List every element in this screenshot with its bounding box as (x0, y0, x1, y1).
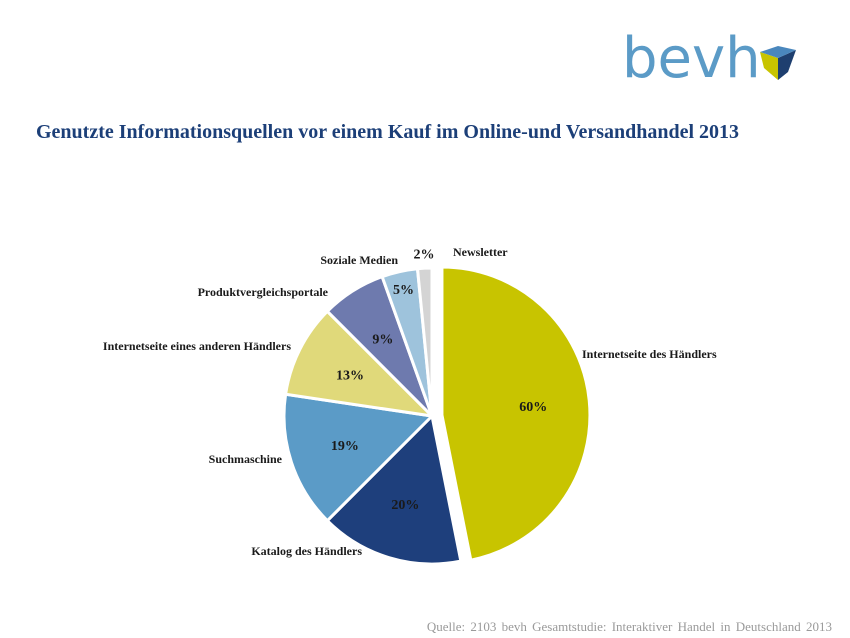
slice-percent-label: 19% (331, 439, 359, 454)
slice-percent-label: 9% (372, 332, 393, 347)
slice-percent-label: 5% (393, 283, 414, 298)
slice-category-label: Soziale Medien (320, 253, 398, 267)
slice-percent-label: 13% (336, 369, 364, 384)
cube-icon (760, 46, 796, 80)
slice-category-label: Produktvergleichsportale (198, 285, 329, 299)
slice-category-label: Internetseite des Händlers (582, 347, 717, 361)
slice-percent-label: 60% (519, 400, 547, 415)
slice-category-label: Katalog des Händlers (251, 544, 362, 558)
bevh-logo: bevh (622, 26, 812, 102)
pie-slice (440, 265, 592, 562)
pie-slice (325, 412, 463, 566)
slice-category-label: Suchmaschine (209, 452, 283, 466)
pie-slice (282, 392, 436, 523)
chart-title: Genutzte Informationsquellen vor einem K… (36, 121, 740, 143)
pie-slice (283, 309, 437, 419)
slice-category-label: Newsletter (453, 245, 508, 259)
slice-percent-label: 20% (391, 498, 419, 513)
slice-category-label: Internetseite eines anderen Händlers (103, 339, 291, 353)
logo-text: bevh (622, 26, 761, 91)
pie-slice (415, 266, 434, 417)
source-note: Quelle: 2103 bevh Gesamtstudie: Interakt… (426, 619, 832, 634)
slice-percent-label: 2% (414, 247, 435, 262)
